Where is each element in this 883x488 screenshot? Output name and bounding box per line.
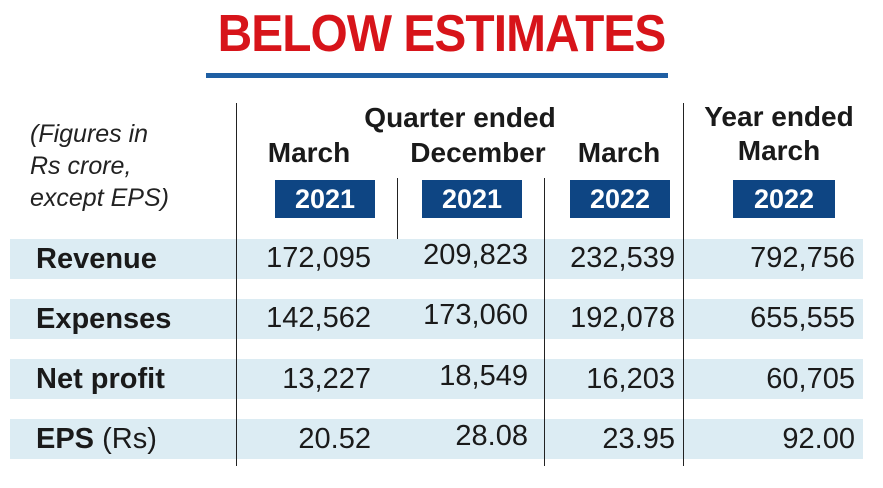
table-cell: 60,705 [766, 363, 855, 395]
row-label-text: Net profit [36, 363, 165, 395]
table-cell: 655,555 [750, 302, 855, 334]
table-row [10, 359, 863, 399]
row-label-revenue: Revenue [36, 239, 157, 279]
year-badge: 2022 [733, 180, 835, 218]
table-cell: 173,060 [423, 299, 528, 331]
table-cell: 18,549 [439, 360, 528, 392]
column-month-header: March [267, 137, 351, 168]
row-label-text: Revenue [36, 243, 157, 275]
year-ended-month: March [737, 135, 821, 166]
year-badge: 2021 [422, 180, 522, 218]
table-cell: 23.95 [602, 423, 675, 455]
column-month-header: March [577, 137, 661, 168]
units-note: (Figures in Rs crore, except EPS) [30, 118, 230, 214]
table-cell: 16,203 [586, 363, 675, 395]
units-note-line: Rs crore, [30, 152, 132, 180]
table-cell: 92.00 [782, 423, 855, 455]
row-label-net-profit: Net profit [36, 359, 165, 399]
table-cell: 13,227 [282, 363, 371, 395]
row-label-text: Expenses [36, 303, 172, 335]
year-ended-header: Year ended [704, 101, 854, 132]
table-cell: 28.08 [455, 420, 528, 452]
year-badge: 2022 [570, 180, 670, 218]
units-note-line: (Figures in [30, 120, 149, 148]
units-note-line: except EPS) [30, 184, 169, 212]
table-cell: 192,078 [570, 302, 675, 334]
column-divider [236, 103, 237, 466]
column-divider [683, 103, 684, 466]
quarter-ended-header: Quarter ended [364, 102, 556, 133]
table-cell: 209,823 [423, 239, 528, 271]
column-divider [397, 178, 398, 240]
table-row [10, 419, 863, 459]
table-cell: 142,562 [266, 302, 371, 334]
table-cell: 792,756 [750, 242, 855, 274]
table-cell: 172,095 [266, 242, 371, 274]
page-title: BELOW ESTIMATES [217, 5, 667, 63]
row-label-text: EPS [36, 423, 95, 455]
row-label-unit: (Rs) [102, 423, 157, 455]
table-cell: 20.52 [298, 423, 371, 455]
row-label-expenses: Expenses [36, 299, 171, 339]
table-row [10, 299, 863, 339]
year-badge: 2021 [275, 180, 375, 218]
column-divider [544, 178, 545, 466]
title-underline [206, 73, 668, 78]
column-month-header: December [410, 137, 546, 168]
table-cell: 232,539 [570, 242, 675, 274]
row-label-eps: EPS (Rs) [36, 419, 157, 459]
table-row [10, 239, 863, 279]
